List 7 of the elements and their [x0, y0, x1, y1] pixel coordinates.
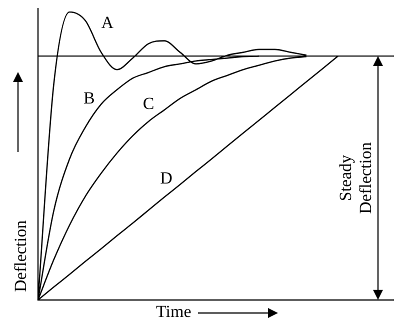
x-axis-title: Time [156, 302, 192, 322]
series-label: B [83, 88, 95, 108]
annotation: Steady Deflection [336, 141, 376, 216]
y-axis-title: Deflection [11, 220, 31, 292]
series-label: C [142, 94, 154, 113]
series-label: D [160, 168, 172, 188]
series-label: A [101, 13, 114, 32]
